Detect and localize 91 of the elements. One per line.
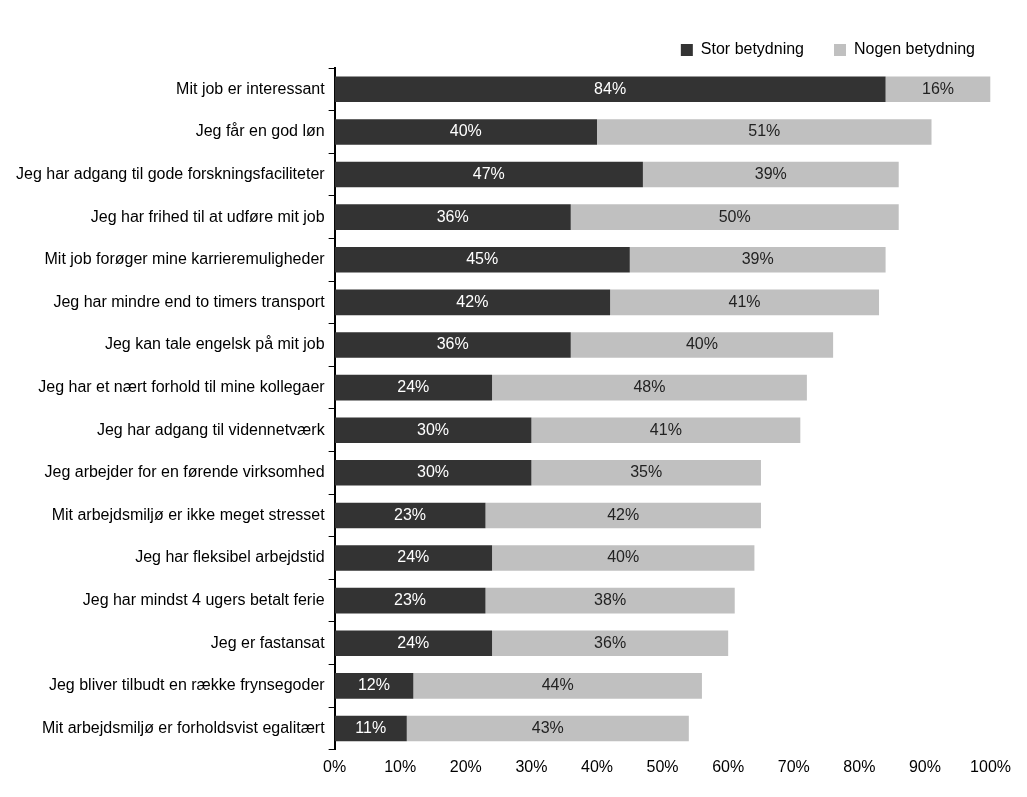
x-tick-label: 30% xyxy=(515,757,548,775)
data-label: 42% xyxy=(607,505,640,523)
x-tick-label: 80% xyxy=(843,757,876,775)
bar xyxy=(334,119,597,145)
bar xyxy=(629,246,886,273)
bar xyxy=(492,630,729,657)
data-label: 36% xyxy=(594,633,627,651)
data-label: 48% xyxy=(633,378,666,395)
x-tick-label: 90% xyxy=(908,757,941,775)
bar xyxy=(334,204,571,230)
data-label: 23% xyxy=(394,591,427,609)
bar xyxy=(334,587,486,614)
bar xyxy=(492,374,807,401)
x-tick-label: 10% xyxy=(384,757,417,775)
data-label: 39% xyxy=(741,250,774,268)
y-tick-label: Mit job forøger mine karrieremuligheder xyxy=(44,250,326,268)
y-tick-label: Mit arbejdsmiljø er forholdsvist egalitært xyxy=(41,718,326,736)
bar xyxy=(531,417,801,443)
data-label: 11% xyxy=(355,718,387,736)
bar xyxy=(492,545,755,571)
x-tick-label: 100% xyxy=(970,757,1011,775)
bar xyxy=(334,460,532,486)
data-label: 24% xyxy=(397,548,430,566)
data-label: 41% xyxy=(728,292,761,310)
data-label: 40% xyxy=(449,122,482,140)
bar xyxy=(334,630,493,657)
data-label: 45% xyxy=(466,250,499,268)
bar xyxy=(334,161,643,188)
data-label: 16% xyxy=(922,79,955,97)
data-label: 40% xyxy=(685,335,718,353)
x-tick-label: 40% xyxy=(580,757,614,775)
y-tick-label: Jeg har adgang til vidennetværk xyxy=(96,420,326,438)
bar xyxy=(610,289,880,316)
y-tick-label: Jeg har fleksibel arbejdstid xyxy=(135,548,325,566)
data-label: 12% xyxy=(357,676,390,694)
bar xyxy=(485,502,761,529)
data-label: 30% xyxy=(417,420,450,438)
data-label: 84% xyxy=(594,79,627,97)
x-tick-label: 60% xyxy=(712,757,745,775)
data-label: 47% xyxy=(472,164,505,182)
y-tick-label: Jeg kan tale engelsk på mit job xyxy=(104,335,325,353)
data-label: 24% xyxy=(397,378,430,395)
legend-label: Stor betydning xyxy=(700,40,805,58)
legend-label: Nogen betydning xyxy=(854,40,975,58)
data-label: 38% xyxy=(594,591,627,609)
bar xyxy=(334,76,886,103)
bar xyxy=(334,289,611,316)
bar xyxy=(406,715,689,742)
y-tick-label: Jeg bliver tilbudt en række frynsegoder xyxy=(48,676,326,694)
y-tick-label: Jeg arbejder for en førende virksomhed xyxy=(44,463,325,481)
data-label: 36% xyxy=(436,207,469,225)
bar xyxy=(413,673,702,699)
bar xyxy=(570,332,834,358)
data-label: 50% xyxy=(718,207,751,225)
bar xyxy=(334,673,414,699)
x-tick-label: 20% xyxy=(449,757,482,775)
bar xyxy=(485,587,735,614)
data-label: 36% xyxy=(436,335,469,353)
y-tick-label: Mit job er interessant xyxy=(176,79,326,97)
bar xyxy=(334,417,532,443)
data-label: 23% xyxy=(394,505,427,523)
bar xyxy=(334,502,486,529)
data-label: 42% xyxy=(456,292,489,310)
data-label: 30% xyxy=(417,463,450,481)
data-label: 43% xyxy=(531,718,564,736)
x-tick-label: 50% xyxy=(646,757,679,775)
bar xyxy=(334,332,571,358)
data-label: 41% xyxy=(649,420,682,438)
bar xyxy=(570,204,899,230)
y-tick-label: Jeg har adgang til gode forskningsfaciliteter xyxy=(15,164,326,182)
data-label: 44% xyxy=(541,676,574,694)
y-tick-label: Jeg har et nært forhold til mine kollegaer xyxy=(38,378,326,395)
x-tick-label: 70% xyxy=(777,757,810,775)
x-tick-label: 0% xyxy=(323,757,347,775)
bar xyxy=(334,246,630,273)
data-label: 39% xyxy=(754,164,787,182)
y-tick-label: Jeg har frihed til at udføre mit job xyxy=(90,207,325,225)
y-tick-label: Jeg er fastansat xyxy=(210,633,326,651)
bar xyxy=(334,374,493,401)
bar xyxy=(531,460,761,486)
y-tick-label: Jeg har mindre end to timers transport xyxy=(53,292,326,310)
y-tick-label: Jeg får en god løn xyxy=(195,122,325,140)
y-tick-label: Jeg har mindst 4 ugers betalt ferie xyxy=(82,591,325,609)
data-label: 35% xyxy=(630,463,663,481)
bar xyxy=(334,545,493,571)
data-label: 24% xyxy=(397,633,430,651)
bar xyxy=(642,161,899,188)
bar xyxy=(597,119,932,145)
data-label: 51% xyxy=(748,122,781,140)
data-label: 40% xyxy=(607,548,640,566)
y-tick-label: Mit arbejdsmiljø er ikke meget stresset xyxy=(51,505,326,523)
